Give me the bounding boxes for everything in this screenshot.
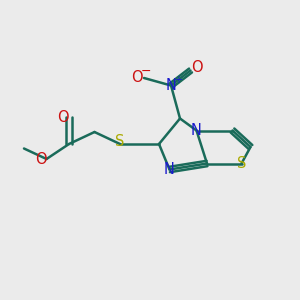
Text: N: N (164, 162, 175, 177)
Text: O: O (191, 60, 203, 75)
Text: S: S (237, 156, 246, 171)
Text: N: N (166, 78, 176, 93)
Text: O: O (35, 152, 46, 166)
Text: N: N (191, 123, 202, 138)
Text: S: S (115, 134, 125, 148)
Text: O: O (57, 110, 69, 124)
Text: O: O (132, 70, 143, 86)
Text: +: + (174, 75, 182, 85)
Text: −: − (140, 65, 151, 78)
